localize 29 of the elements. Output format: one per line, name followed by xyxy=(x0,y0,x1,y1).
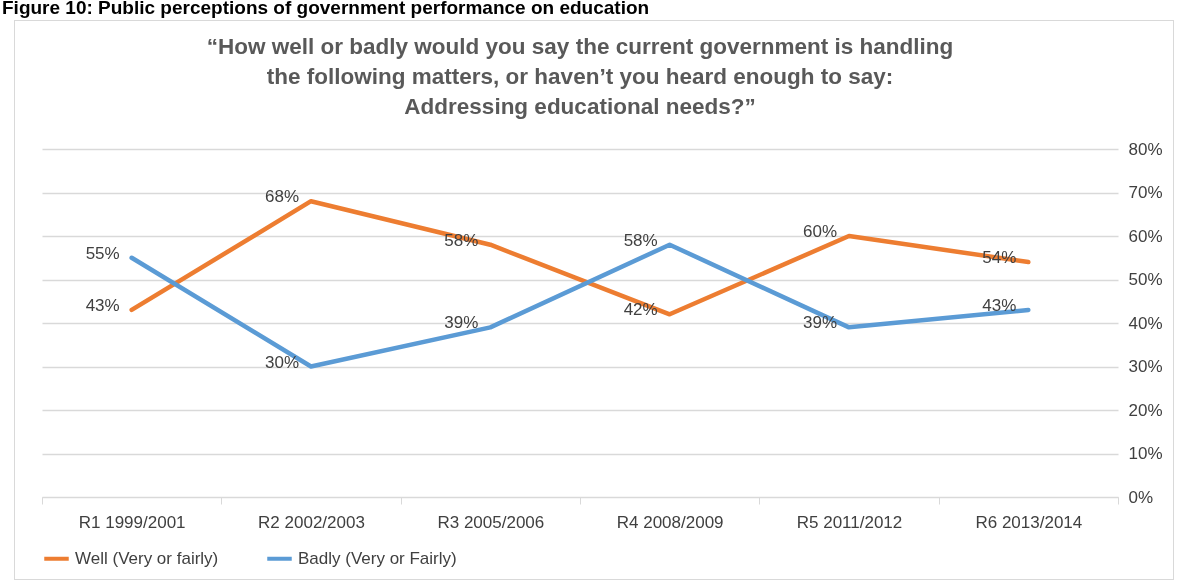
y-tick-label: 0% xyxy=(1128,487,1154,507)
x-tick-label: R5 2011/2012 xyxy=(796,512,903,532)
data-label: 68% xyxy=(264,187,299,207)
data-label: 39% xyxy=(802,313,837,333)
data-label: 42% xyxy=(623,300,658,320)
data-label: 60% xyxy=(802,222,837,241)
x-tick-label: R6 2013/2014 xyxy=(975,512,1083,532)
y-tick-label: 20% xyxy=(1128,400,1163,420)
legend-label: Well (Very or fairly) xyxy=(75,548,219,568)
data-label: 43% xyxy=(982,295,1017,315)
y-tick-label: 50% xyxy=(1128,270,1163,289)
data-label: 30% xyxy=(264,352,299,372)
x-tick-label: R4 2008/2009 xyxy=(616,512,724,532)
y-tick-label: 40% xyxy=(1128,313,1163,333)
data-label: 39% xyxy=(444,313,479,333)
y-tick-label: 10% xyxy=(1128,444,1163,463)
x-tick-label: R2 2002/2003 xyxy=(258,512,365,532)
data-label: 55% xyxy=(85,243,120,263)
y-tick-label: 60% xyxy=(1128,226,1163,246)
x-tick-label: R1 1999/2001 xyxy=(78,512,186,532)
y-tick-label: 30% xyxy=(1128,357,1163,376)
data-label: 43% xyxy=(85,295,120,315)
legend-label: Badly (Very or Fairly) xyxy=(298,548,457,568)
caption: Figure 10: Public perceptions of government performance on education xyxy=(1,0,651,20)
x-tick-label: R3 2005/2006 xyxy=(437,512,545,532)
data-label: 58% xyxy=(623,230,658,250)
y-tick-label: 70% xyxy=(1128,183,1163,202)
y-tick-label: 80% xyxy=(1128,139,1163,159)
chart-title: “How well or badly would you say the current government is handling the following matters, or haven’t you heard enough to say: Addressing educational needs?” xyxy=(206,33,954,119)
